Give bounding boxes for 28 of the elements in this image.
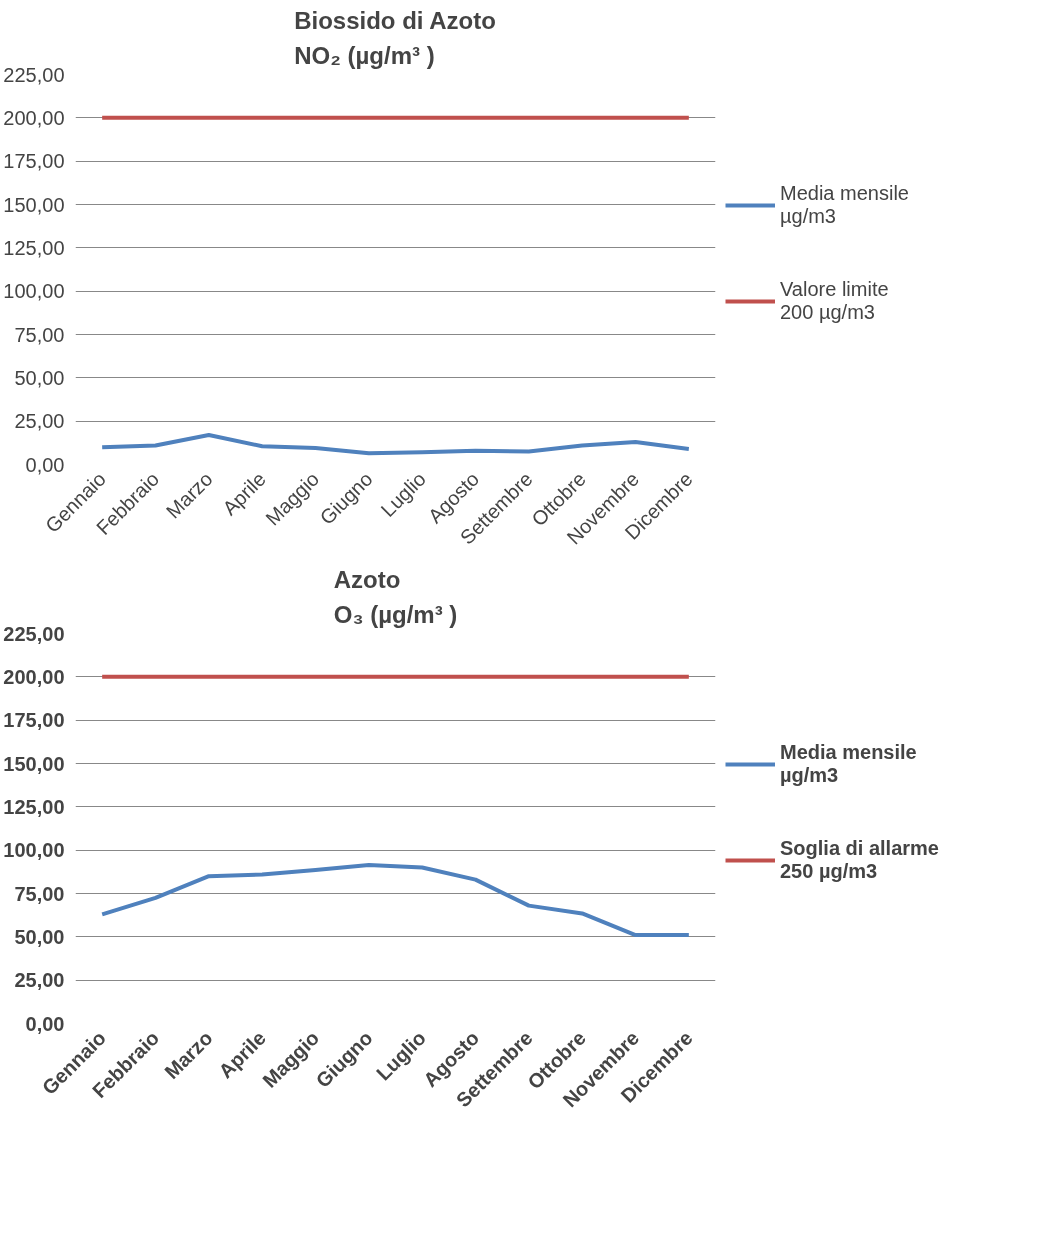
y-tick-label: 25,00 bbox=[14, 969, 65, 992]
y-tick-label: 100,00 bbox=[3, 280, 65, 303]
legend-label: Media mensile µg/m3 bbox=[780, 182, 909, 228]
y-tick-label: 150,00 bbox=[3, 752, 65, 775]
y-tick-label: 0,00 bbox=[25, 1012, 65, 1035]
y-tick-label: 125,00 bbox=[3, 795, 65, 818]
chart-title: Azoto O₃ (µg/m³ ) bbox=[333, 566, 458, 629]
y-tick-label: 0,00 bbox=[25, 453, 65, 476]
line-series bbox=[100, 862, 691, 938]
chart-title: Biossido di Azoto NO₂ (µg/m³ ) bbox=[294, 7, 496, 70]
y-tick-label: 75,00 bbox=[14, 323, 65, 346]
y-tick-label: 150,00 bbox=[3, 193, 65, 216]
y-tick-label: 200,00 bbox=[3, 106, 65, 129]
line-series bbox=[100, 433, 691, 456]
y-tick-label: 25,00 bbox=[14, 410, 65, 433]
legend-label: Valore limite 200 µg/m3 bbox=[780, 278, 889, 324]
y-tick-label: 50,00 bbox=[14, 366, 65, 389]
legend-label: Media mensile µg/m3 bbox=[780, 741, 917, 787]
y-tick-label: 175,00 bbox=[3, 709, 65, 732]
y-tick-label: 225,00 bbox=[3, 622, 65, 645]
y-tick-label: 100,00 bbox=[3, 839, 65, 862]
y-tick-label: 175,00 bbox=[3, 150, 65, 173]
y-tick-label: 225,00 bbox=[3, 63, 65, 86]
y-tick-label: 50,00 bbox=[14, 925, 65, 948]
legend-label: Soglia di allarme 250 µg/m3 bbox=[780, 837, 939, 883]
y-tick-label: 125,00 bbox=[3, 236, 65, 259]
y-tick-label: 200,00 bbox=[3, 665, 65, 688]
y-tick-label: 75,00 bbox=[14, 882, 65, 905]
